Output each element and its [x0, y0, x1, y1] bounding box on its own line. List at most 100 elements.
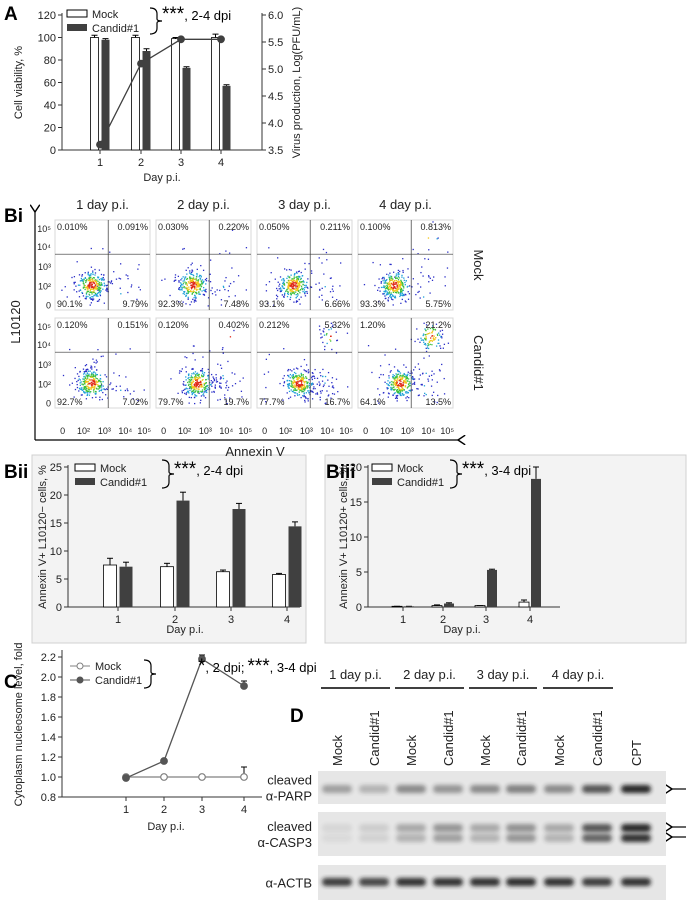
- flow-event: [181, 289, 183, 291]
- flow-event: [214, 291, 216, 293]
- flow-event: [292, 391, 295, 393]
- flow-event: [288, 268, 291, 271]
- flow-event: [299, 282, 301, 284]
- y-tick-label: 15: [50, 518, 62, 530]
- flow-event: [296, 295, 298, 298]
- flow-event: [191, 376, 193, 378]
- flow-event: [90, 274, 92, 276]
- flow-event: [202, 356, 204, 358]
- flow-event: [115, 389, 117, 392]
- flow-event: [81, 291, 83, 294]
- flow-x-tick-label: 10²: [380, 426, 393, 436]
- flow-event: [396, 286, 398, 288]
- flow-x-axis-title: Annexin V: [225, 444, 285, 459]
- flow-event: [394, 289, 397, 291]
- flow-event: [193, 376, 196, 378]
- flow-event: [387, 292, 389, 294]
- flow-event: [143, 389, 145, 391]
- point: [160, 757, 168, 765]
- flow-event: [137, 399, 139, 402]
- flow-event: [203, 389, 206, 391]
- flow-event: [394, 297, 397, 299]
- flow-event: [294, 392, 297, 394]
- flow-event: [94, 375, 96, 377]
- flow-event: [265, 386, 267, 389]
- flow-event: [169, 294, 171, 297]
- y-axis-title: Annexin V+ L10120− cells, %: [37, 465, 49, 609]
- flow-event: [407, 383, 410, 386]
- flow-event: [402, 258, 404, 260]
- flow-event: [119, 287, 121, 289]
- flow-event: [79, 371, 81, 373]
- flow-event: [290, 288, 292, 290]
- flow-event: [199, 381, 201, 384]
- flow-event: [427, 343, 429, 345]
- flow-event: [330, 322, 333, 325]
- flow-event: [291, 385, 293, 387]
- flow-event: [88, 382, 90, 385]
- flow-event: [223, 286, 225, 289]
- flow-y-tick-label: 10³: [38, 360, 51, 370]
- flow-event: [199, 288, 201, 290]
- flow-event: [97, 349, 99, 351]
- significance-text: , 3-4 dpi: [270, 660, 317, 675]
- flow-event: [296, 289, 298, 292]
- flow-event: [139, 289, 141, 291]
- flow-event: [287, 374, 289, 377]
- flow-event: [400, 279, 402, 282]
- flow-event: [407, 371, 409, 373]
- column-header: 3 day p.i.: [278, 197, 331, 212]
- flow-event: [389, 280, 391, 283]
- flow-event: [384, 281, 386, 283]
- group-header: 3 day p.i.: [477, 667, 530, 682]
- flow-event: [97, 277, 99, 279]
- flow-event: [398, 391, 400, 394]
- flow-event: [392, 289, 394, 292]
- flow-event: [87, 279, 89, 282]
- flow-event: [379, 290, 381, 292]
- flow-event: [307, 369, 310, 371]
- flow-event: [292, 386, 294, 389]
- flow-event: [287, 282, 289, 284]
- flow-event: [89, 282, 91, 284]
- flow-event: [234, 295, 236, 297]
- flow-event: [129, 348, 131, 350]
- flow-event: [377, 388, 379, 390]
- flow-event: [396, 386, 398, 389]
- flow-event: [280, 290, 282, 292]
- flow-y-tick-label: 10⁵: [37, 224, 51, 234]
- point: [122, 774, 130, 782]
- flow-event: [84, 377, 86, 380]
- flow-event: [390, 296, 392, 298]
- flow-event: [411, 378, 414, 380]
- flow-event: [291, 289, 293, 292]
- flow-event: [91, 295, 93, 298]
- flow-event: [94, 279, 96, 282]
- flow-event: [205, 379, 207, 381]
- flow-event: [94, 272, 97, 274]
- flow-y-tick-label: 10²: [38, 282, 51, 292]
- flow-event: [187, 291, 190, 293]
- flow-event: [383, 286, 386, 289]
- flow-event: [427, 332, 430, 335]
- flow-event: [92, 273, 94, 276]
- flow-event: [94, 387, 96, 389]
- flow-event: [283, 282, 285, 284]
- flow-event: [397, 274, 399, 276]
- flow-event: [318, 282, 320, 284]
- flow-event: [331, 296, 334, 298]
- flow-event: [388, 291, 391, 293]
- flow-event: [397, 369, 399, 371]
- flow-event: [433, 339, 435, 341]
- flow-event: [81, 383, 83, 385]
- flow-event: [225, 382, 227, 384]
- flow-event: [197, 284, 199, 286]
- flow-event: [191, 292, 194, 294]
- flow-event: [379, 264, 382, 266]
- flow-event: [233, 281, 235, 283]
- flow-event: [215, 377, 217, 379]
- flow-event: [77, 379, 79, 382]
- flow-event: [98, 390, 100, 392]
- flow-event: [332, 387, 335, 389]
- flow-event: [194, 294, 196, 296]
